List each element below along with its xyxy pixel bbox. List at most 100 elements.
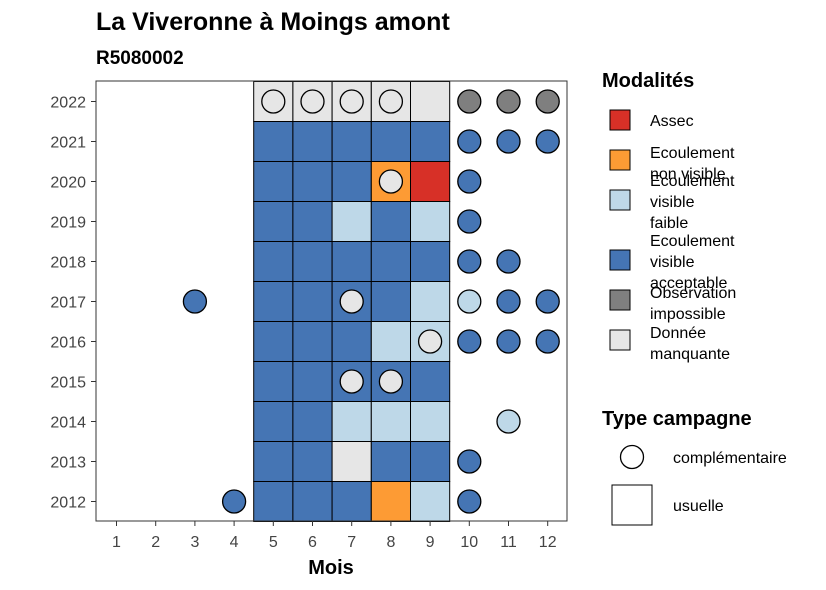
point-complementaire — [535, 89, 560, 114]
point-complementaire — [182, 289, 208, 314]
tile-usuelle — [331, 161, 372, 202]
tile-usuelle — [253, 161, 294, 202]
point-complementaire — [378, 369, 404, 394]
tile-usuelle — [253, 401, 294, 442]
y-tick-label: 2013 — [50, 455, 86, 472]
legend-label-acceptable: visible — [650, 254, 695, 271]
y-tick-label: 2019 — [50, 215, 86, 232]
chart-subtitle: R5080002 — [96, 48, 184, 69]
legend-type-title: Type campagne — [602, 408, 752, 430]
tile-usuelle — [370, 321, 411, 362]
tile-usuelle — [410, 281, 451, 322]
point-complementaire — [496, 329, 521, 354]
y-tick-label: 2015 — [50, 375, 86, 392]
tile-usuelle — [331, 441, 372, 482]
tile-usuelle — [253, 321, 294, 362]
tile-usuelle — [292, 441, 333, 482]
legend-key-non_visible — [609, 149, 631, 171]
point-complementaire — [535, 129, 560, 154]
x-tick-label: 7 — [347, 534, 356, 551]
tile-usuelle — [253, 241, 294, 282]
tile-usuelle — [370, 401, 411, 442]
point-complementaire — [535, 329, 560, 354]
legend-label-non_visible: non visible — [650, 166, 726, 183]
x-tick-label: 3 — [190, 534, 199, 551]
legend-label-faible: Ecoulement — [650, 173, 735, 190]
tile-usuelle — [370, 121, 411, 162]
point-complementaire — [457, 209, 482, 234]
tile-usuelle — [331, 361, 372, 402]
legend-modalites-title: Modalités — [602, 70, 694, 92]
chart-title: La Viveronne à Moings amont — [96, 8, 450, 36]
point-complementaire — [535, 289, 560, 314]
legend-key-acceptable — [609, 249, 631, 271]
tile-usuelle — [331, 401, 372, 442]
point-complementaire — [457, 129, 482, 154]
tile-usuelle — [253, 201, 294, 242]
tile-usuelle — [410, 481, 451, 522]
point-complementaire — [496, 289, 521, 314]
legend-label-usuelle: usuelle — [673, 498, 724, 515]
x-tick-label: 6 — [308, 534, 317, 551]
point-complementaire — [300, 89, 325, 114]
x-tick-label: 9 — [426, 534, 435, 551]
tile-usuelle — [370, 481, 411, 522]
legend-key-assec — [609, 109, 631, 131]
legend-key-circle — [619, 444, 645, 470]
point-complementaire — [457, 289, 482, 314]
tile-usuelle — [370, 281, 411, 322]
tile-usuelle — [253, 361, 294, 402]
legend-label-acceptable: acceptable — [650, 275, 727, 292]
tile-usuelle — [292, 121, 333, 162]
tile-usuelle — [410, 441, 451, 482]
tile-usuelle — [331, 241, 372, 282]
x-axis-title: Mois — [308, 557, 354, 579]
point-complementaire — [496, 249, 521, 274]
point-complementaire — [457, 249, 482, 274]
tile-usuelle — [331, 201, 372, 242]
tile-usuelle — [410, 401, 451, 442]
y-tick-label: 2017 — [50, 295, 86, 312]
point-complementaire — [496, 409, 521, 434]
tile-usuelle — [331, 481, 372, 522]
point-complementaire — [457, 89, 482, 114]
x-tick-label: 12 — [539, 534, 557, 551]
y-tick-label: 2022 — [50, 95, 86, 112]
y-tick-label: 2020 — [50, 175, 86, 192]
point-complementaire — [457, 169, 482, 194]
y-tick-label: 2014 — [50, 415, 86, 432]
legend-label-impossible: Observation — [650, 285, 736, 302]
legend-key-impossible — [609, 289, 631, 311]
y-tick-label: 2012 — [50, 495, 86, 512]
tile-usuelle — [370, 241, 411, 282]
point-complementaire — [261, 89, 286, 114]
plot-area: 1 2 3 4 5 6 7 8 9 10 11 122012201320142015201620172… — [50, 80, 568, 551]
tile-usuelle — [292, 401, 333, 442]
legend-label-assec: Assec — [650, 113, 694, 130]
tile-usuelle — [410, 121, 451, 162]
point-complementaire — [339, 289, 364, 314]
tile-usuelle — [410, 241, 451, 282]
point-complementaire — [417, 329, 443, 354]
tile-usuelle — [253, 441, 294, 482]
point-complementaire — [378, 89, 404, 114]
point-complementaire — [339, 369, 364, 394]
tile-usuelle — [292, 201, 333, 242]
point-complementaire — [496, 129, 521, 154]
x-tick-label: 11 — [500, 534, 517, 551]
point-complementaire — [221, 489, 247, 514]
tile-usuelle — [370, 441, 411, 482]
y-tick-label: 2016 — [50, 335, 86, 352]
legend-label-complementaire: complémentaire — [673, 450, 787, 467]
legend-label-non_visible: Ecoulement — [650, 145, 735, 162]
tile-usuelle — [292, 161, 333, 202]
point-complementaire — [457, 449, 482, 474]
tile-usuelle — [253, 481, 294, 522]
legend-key-square — [611, 484, 653, 526]
x-tick-label: 5 — [269, 534, 278, 551]
legend-key-manquante — [609, 329, 631, 351]
point-complementaire — [496, 89, 521, 114]
tile-usuelle — [292, 281, 333, 322]
